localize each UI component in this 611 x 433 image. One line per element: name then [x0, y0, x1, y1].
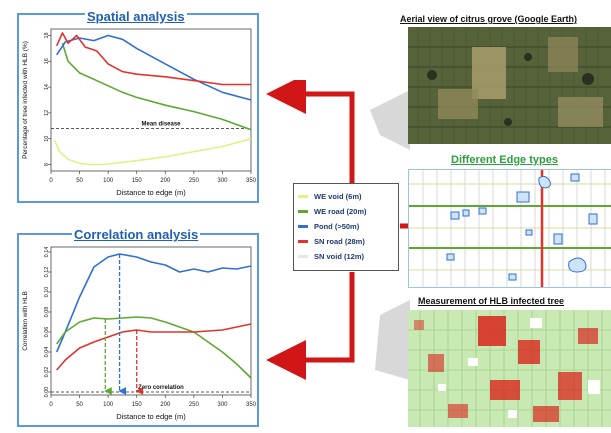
- legend-label: SN void (12m): [314, 252, 365, 261]
- x-tick-label: 350: [246, 402, 257, 408]
- legend-label: WE road (20m): [314, 207, 367, 216]
- x-tick-label: 0: [49, 402, 53, 408]
- legend-item: WE void (6m): [298, 189, 394, 204]
- legend-swatch: [298, 210, 308, 213]
- edge-type-legend: WE void (6m) WE road (20m) Pond (>50m) S…: [293, 183, 399, 271]
- y-tick-label: 16: [44, 58, 50, 64]
- legend-item: Pond (>50m): [298, 219, 394, 234]
- arrow-to-spatial: [266, 80, 355, 183]
- correlation-chart: 0 50 100 150 200 250 300 350 0.00 0.02 0.04 0.06 0.0…: [22, 246, 257, 421]
- hlb-measurement-map: [408, 310, 611, 427]
- spatial-chart: 0 50 100 150 200 250 300 350 8 10 12 14 16 18 Mean dis…: [22, 28, 257, 197]
- y-axis-label: Percentage of tree infected with HLB (%): [22, 41, 29, 159]
- measurement-title: Measurement of HLB infected tree: [418, 296, 565, 306]
- legend-swatch: [298, 195, 308, 198]
- x-tick-label: 200: [160, 178, 171, 184]
- y-tick-label: 0.14: [44, 247, 50, 258]
- legend-swatch: [298, 240, 308, 243]
- x-tick-label: 200: [160, 402, 171, 408]
- x-tick-label: 50: [76, 178, 83, 184]
- x-tick-label: 50: [76, 402, 83, 408]
- legend-label: Pond (>50m): [314, 222, 360, 231]
- reference-line-label: Zero correlation: [138, 385, 184, 391]
- y-tick-label: 0.00: [44, 387, 50, 398]
- x-tick-label: 300: [217, 402, 228, 408]
- legend-swatch: [298, 225, 308, 228]
- series-line: [53, 137, 252, 166]
- x-tick-label: 0: [49, 178, 53, 184]
- aerial-photo: [408, 27, 611, 144]
- connector-arrows: [266, 80, 418, 380]
- series-line: [55, 32, 251, 86]
- spatial-analysis-title: Spatial analysis: [85, 9, 187, 24]
- plot-frame: [50, 28, 252, 172]
- y-tick-label: 0.06: [44, 327, 50, 338]
- y-tick-label: 0.08: [44, 307, 50, 318]
- hlb-measurement-image: [408, 310, 611, 427]
- x-tick-label: 150: [132, 178, 143, 184]
- y-tick-label: 0.12: [44, 267, 50, 278]
- legend-label: WE void (6m): [314, 192, 362, 201]
- edge-types-title: Different Edge types: [451, 154, 558, 166]
- arrow-to-correlation: [266, 272, 355, 380]
- series-line: [61, 42, 252, 131]
- y-tick-label: 8: [44, 163, 50, 166]
- y-tick-label: 0.04: [44, 347, 50, 358]
- y-axis-label: Correlation with HLB: [22, 291, 29, 351]
- x-axis-label: Distance to edge (m): [116, 188, 186, 197]
- x-tick-label: 250: [189, 178, 200, 184]
- x-tick-label: 300: [217, 178, 228, 184]
- x-tick-label: 100: [103, 402, 114, 408]
- x-tick-label: 250: [189, 402, 200, 408]
- series-line: [55, 253, 252, 353]
- legend-swatch: [298, 255, 308, 258]
- x-tick-label: 350: [246, 178, 257, 184]
- legend-label: SN road (28m): [314, 237, 365, 246]
- legend-item: WE road (20m): [298, 204, 394, 219]
- y-tick-label: 0.02: [44, 367, 50, 378]
- legend-item: SN void (12m): [298, 249, 394, 264]
- aerial-photo-image: [408, 27, 611, 144]
- x-tick-label: 150: [132, 402, 143, 408]
- x-axis-label: Distance to edge (m): [116, 412, 186, 421]
- legend-item: SN road (28m): [298, 234, 394, 249]
- edge-types-image: [409, 170, 611, 287]
- x-tick-label: 100: [103, 178, 114, 184]
- y-tick-label: 12: [44, 110, 50, 116]
- reference-line-label: Mean disease: [141, 121, 181, 127]
- y-tick-label: 0.10: [44, 287, 50, 298]
- series-line: [56, 323, 252, 371]
- correlation-analysis-title: Correlation analysis: [72, 227, 201, 242]
- gray-wedge-bottom: [375, 300, 410, 380]
- y-tick-label: 14: [44, 84, 50, 90]
- gray-wedge-top: [370, 90, 410, 150]
- aerial-view-title: Aerial view of citrus grove (Google Eart…: [400, 14, 578, 24]
- edge-types-map: [408, 169, 611, 288]
- plot-frame: [50, 246, 252, 396]
- series-line: [56, 34, 252, 101]
- series-line: [56, 316, 252, 379]
- y-tick-label: 18: [44, 32, 50, 38]
- y-tick-label: 10: [44, 136, 50, 142]
